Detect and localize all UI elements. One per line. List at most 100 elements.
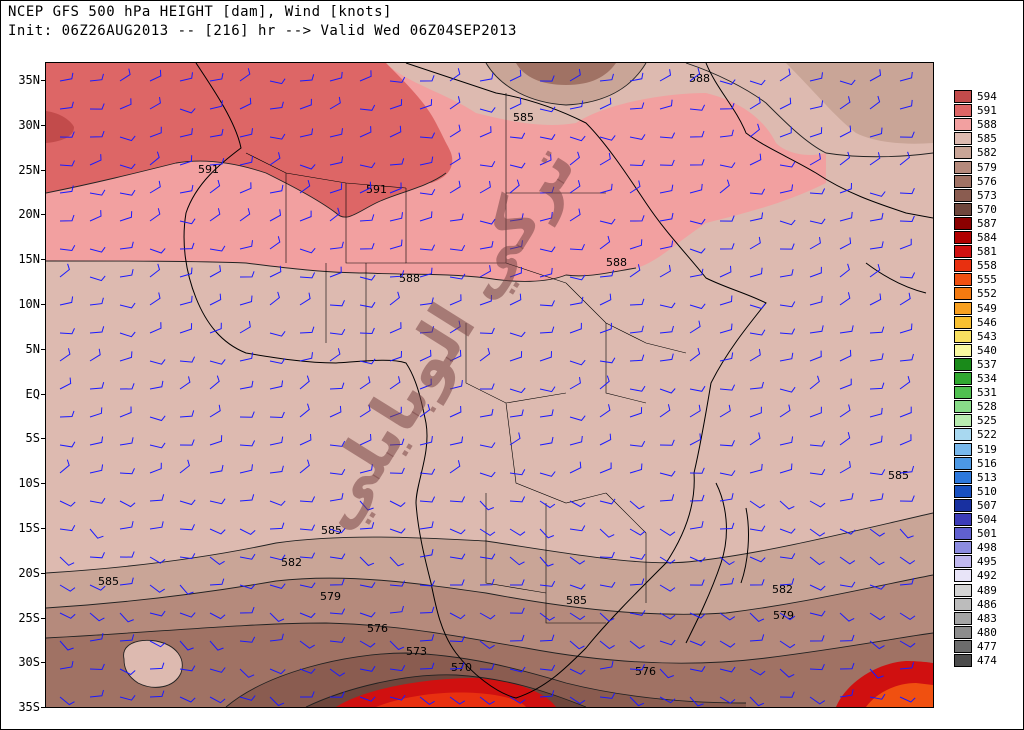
wind-barb [689, 67, 701, 82]
wind-barb [239, 553, 256, 560]
wind-barb [689, 696, 704, 707]
wind-barb [599, 322, 612, 334]
wind-barb [539, 580, 556, 587]
field-low-southeast-inner [866, 683, 933, 707]
legend-entry: 555 [954, 273, 1014, 287]
wind-barb [89, 73, 104, 82]
wind-barb [629, 298, 645, 306]
wind-barb [179, 72, 193, 82]
wind-barb [149, 322, 162, 334]
wind-barb [689, 218, 706, 225]
legend-swatch [954, 188, 972, 202]
latitude-label: 35S [18, 700, 40, 715]
wind-barb [209, 404, 221, 418]
wind-barb [59, 525, 76, 532]
wind-barb [869, 584, 886, 590]
wind-barb [89, 189, 106, 196]
legend-label: 555 [977, 273, 997, 287]
legend-swatch [954, 315, 972, 329]
wind-barb [629, 264, 641, 278]
contour-label: 588 [689, 72, 710, 85]
legend-entry: 501 [954, 527, 1014, 541]
legend-entry: 573 [954, 188, 1014, 203]
wind-barb [119, 468, 135, 475]
wind-barb [629, 500, 645, 510]
legend-entry: 587 [954, 216, 1014, 231]
wind-barb [239, 295, 253, 306]
wind-barb [89, 130, 105, 138]
wind-barb [539, 409, 554, 418]
legend-label: 483 [977, 611, 997, 625]
wind-barb [179, 584, 194, 595]
wind-barb [239, 411, 255, 418]
wind-barb [149, 556, 166, 564]
wind-barb [419, 211, 433, 222]
legend-swatch [954, 245, 972, 259]
wind-barb [869, 69, 882, 82]
wind-barb [389, 580, 406, 587]
wind-barb [839, 349, 852, 362]
wind-barb [389, 467, 405, 474]
wind-barb [509, 409, 524, 418]
wind-barb [119, 241, 134, 250]
wind-barb [479, 107, 496, 113]
wind-barb [419, 244, 436, 251]
wind-barb [779, 328, 796, 335]
wind-barb [389, 438, 405, 446]
wind-barb [479, 180, 491, 194]
wind-barb [659, 212, 674, 222]
wind-barb [809, 188, 826, 195]
wind-barb [299, 668, 316, 674]
wind-barb [809, 696, 826, 705]
wind-barb [569, 668, 586, 675]
wind-barb [479, 347, 491, 362]
wind-barb [59, 244, 76, 252]
wind-barb [839, 211, 853, 222]
wind-barb [209, 435, 223, 446]
wind-barb [269, 633, 284, 642]
wind-barb [59, 556, 75, 566]
wind-barb [629, 640, 645, 650]
wind-barb [449, 68, 461, 82]
wind-barb [749, 579, 765, 586]
wind-barb [449, 213, 464, 222]
wind-barb [869, 612, 886, 621]
legend-swatch [954, 301, 972, 315]
wind-barb [329, 382, 345, 390]
contour-label: 591 [198, 163, 219, 176]
wind-barb [149, 610, 166, 617]
wind-barb [89, 497, 106, 504]
wind-barb [629, 134, 646, 140]
latitude-tick [41, 214, 45, 216]
wind-barb [359, 181, 372, 194]
wind-barb [269, 265, 282, 278]
wind-barb [59, 410, 75, 418]
wind-barb [89, 246, 106, 253]
wind-barb [419, 521, 434, 530]
wind-barb [389, 350, 402, 362]
legend-swatch [954, 456, 972, 470]
wind-barb [509, 496, 526, 503]
wind-barb [329, 553, 346, 560]
wind-barb [329, 183, 343, 194]
wind-barb [629, 180, 641, 194]
contour-label: 576 [635, 665, 656, 678]
wind-barb [719, 493, 734, 502]
wind-barb [329, 156, 344, 166]
latitude-tick [41, 259, 45, 261]
wind-barb [449, 273, 466, 280]
wind-barb [629, 159, 645, 167]
wind-barb [299, 352, 313, 362]
wind-barb [659, 388, 676, 394]
wind-barb [569, 100, 584, 110]
wind-barb [89, 612, 105, 622]
wind-barb [149, 442, 166, 449]
contour-label: 579 [320, 590, 341, 603]
wind-barb [569, 274, 586, 281]
wind-barb [419, 378, 432, 390]
wind-barb [209, 208, 221, 222]
wind-barb [569, 135, 586, 142]
wind-barb [749, 463, 763, 474]
wind-barb [269, 500, 286, 506]
wind-barb [479, 640, 495, 650]
